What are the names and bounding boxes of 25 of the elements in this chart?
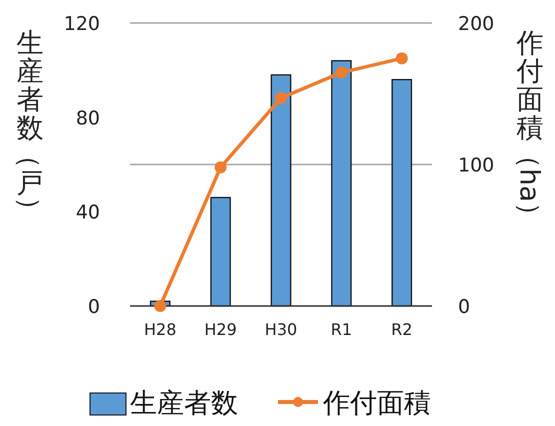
y-axis-title: 生産者数（戸） bbox=[13, 28, 44, 224]
legend-label: 生産者数 bbox=[130, 388, 238, 419]
bar bbox=[331, 60, 352, 307]
bar bbox=[210, 196, 231, 307]
point bbox=[214, 161, 227, 174]
y-tick-label: 80 bbox=[76, 107, 100, 130]
y2-tick-label: 100 bbox=[458, 154, 494, 176]
y2-tick-label: 200 bbox=[458, 13, 494, 35]
x-tick-label: H30 bbox=[264, 320, 298, 339]
y-tick-label: 120 bbox=[64, 13, 100, 35]
bar bbox=[392, 79, 412, 307]
point bbox=[396, 52, 408, 64]
legend-label: 作付面積 bbox=[322, 388, 431, 419]
bar bbox=[270, 74, 292, 307]
x-tick-label: R1 bbox=[330, 320, 352, 339]
point bbox=[275, 92, 287, 104]
point bbox=[154, 300, 166, 312]
y2-tick-label: 0 bbox=[458, 296, 470, 318]
point bbox=[335, 66, 348, 79]
y-tick-label: 0 bbox=[88, 296, 100, 318]
x-tick-label: H28 bbox=[144, 320, 176, 339]
y-tick-label: 40 bbox=[76, 202, 100, 224]
x-tick-label: H29 bbox=[204, 320, 237, 339]
y2-axis-title: 作付面積（ha） bbox=[513, 28, 544, 230]
x-tick-label: R2 bbox=[391, 320, 412, 339]
